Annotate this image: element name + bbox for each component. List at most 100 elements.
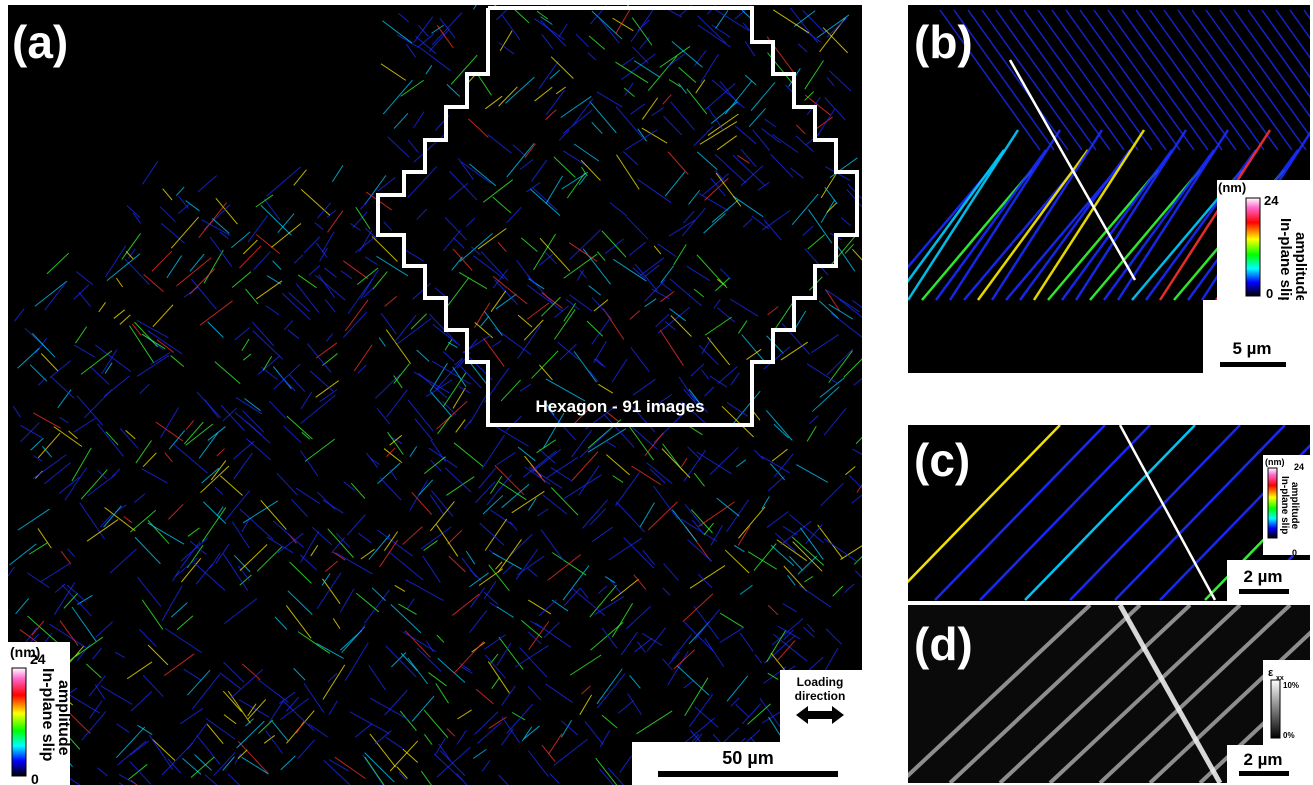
texture-line <box>847 183 862 200</box>
texture-line <box>130 691 153 712</box>
texture-line <box>783 629 794 640</box>
texture-line <box>324 267 337 278</box>
texture-line <box>105 431 119 446</box>
texture-line <box>830 312 862 338</box>
scale-label: 2 µm <box>1243 567 1282 586</box>
texture-line <box>352 211 368 229</box>
texture-line <box>356 267 379 285</box>
texture-line <box>767 672 779 680</box>
texture-line <box>49 360 71 379</box>
colorbar-min: 0 <box>31 771 39 785</box>
texture-line <box>129 509 157 533</box>
texture-line <box>953 9 1055 151</box>
texture-line <box>1116 129 1230 301</box>
texture-line <box>664 321 676 331</box>
texture-line <box>822 27 849 54</box>
texture-line <box>1289 9 1310 40</box>
texture-line <box>118 774 136 784</box>
texture-line <box>498 42 515 55</box>
texture-line <box>63 592 79 609</box>
texture-line <box>777 625 801 640</box>
texture-line <box>826 77 835 87</box>
texture-line <box>256 546 283 572</box>
texture-line <box>684 717 715 743</box>
texture-line <box>554 305 569 318</box>
texture-line <box>376 255 409 277</box>
texture-line <box>540 16 553 25</box>
texture-line <box>236 720 265 749</box>
texture-line <box>590 621 624 651</box>
texture-line <box>370 457 380 465</box>
texture-line <box>68 430 78 440</box>
texture-line <box>334 756 366 780</box>
texture-line <box>132 212 142 224</box>
texture-line <box>400 652 418 672</box>
texture-line <box>846 189 862 208</box>
texture-line <box>587 428 627 453</box>
texture-line <box>688 389 702 405</box>
texture-line <box>163 653 195 677</box>
texture-line <box>300 391 313 410</box>
texture-line <box>789 7 819 44</box>
texture-line <box>682 593 714 622</box>
colorbar-box <box>1217 180 1310 300</box>
texture-line <box>436 401 468 430</box>
texture-line <box>116 723 130 733</box>
texture-line <box>545 378 586 402</box>
texture-line <box>385 736 404 750</box>
texture-line <box>247 699 267 720</box>
texture-line <box>280 755 296 771</box>
texture-line <box>57 389 72 409</box>
texture-line <box>201 219 231 237</box>
texture-line <box>209 236 233 267</box>
texture-line <box>271 721 289 741</box>
texture-line <box>66 584 87 603</box>
texture-line <box>364 752 395 783</box>
colorbar-title: amplitude <box>55 680 72 756</box>
texture-line <box>444 339 453 351</box>
texture-line <box>371 587 386 601</box>
texture-line <box>732 154 766 187</box>
texture-line <box>1159 443 1310 601</box>
texture-line <box>713 298 721 309</box>
texture-line <box>529 188 561 216</box>
texture-line <box>563 587 581 607</box>
texture-line <box>767 475 785 492</box>
texture-line <box>315 342 338 359</box>
texture-line <box>534 86 553 102</box>
texture-line <box>59 416 69 424</box>
texture-line <box>399 710 417 731</box>
texture-line <box>494 465 525 496</box>
texture-line <box>541 34 554 49</box>
texture-line <box>550 487 579 516</box>
texture-line <box>297 739 315 759</box>
texture-line <box>328 700 338 716</box>
texture-line <box>285 605 312 639</box>
texture-line <box>523 725 540 739</box>
texture-line <box>303 236 321 254</box>
texture-line <box>715 10 729 29</box>
texture-line <box>605 440 617 448</box>
texture-line <box>339 588 355 613</box>
texture-line <box>690 509 713 534</box>
texture-line <box>736 459 747 468</box>
texture-line <box>763 219 782 241</box>
texture-line <box>630 347 650 372</box>
texture-line <box>168 430 186 450</box>
texture-line <box>237 565 250 581</box>
texture-line <box>431 12 463 46</box>
texture-line <box>448 182 469 200</box>
colorbar-max: 24 <box>1294 462 1304 472</box>
texture-line <box>976 149 1090 301</box>
texture-line <box>405 579 444 602</box>
texture-line <box>481 760 491 772</box>
texture-line <box>446 728 456 737</box>
texture-line <box>576 269 585 281</box>
texture-line <box>796 464 829 483</box>
texture-line <box>550 56 574 79</box>
texture-line <box>711 79 745 109</box>
texture-line <box>423 733 433 745</box>
texture-line <box>578 465 600 496</box>
texture-line <box>611 358 628 383</box>
texture-line <box>446 476 475 496</box>
